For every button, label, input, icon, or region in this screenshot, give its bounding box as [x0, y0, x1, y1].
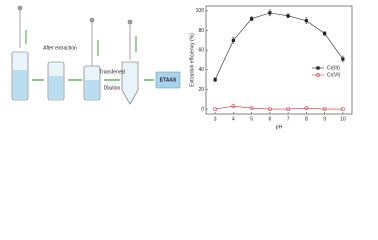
step-label: Dilution: [104, 85, 121, 91]
data-point: [213, 78, 217, 82]
data-point: [286, 14, 290, 18]
y-tick-label: 20: [198, 87, 204, 93]
cone-tube: [121, 61, 139, 105]
y-tick-label: 80: [198, 28, 204, 34]
y-axis-label: Extraction efficiency (%): [189, 33, 195, 87]
figure: After extraction Transferred Dilution ET…: [11, 5, 353, 130]
step-label: Transferred: [99, 69, 125, 75]
series-line: [214, 12, 344, 80]
x-tick-label: 5: [250, 116, 253, 122]
sample: [49, 76, 63, 99]
x-axis-label: pH: [276, 124, 283, 130]
procedure-diagram: [11, 5, 181, 105]
series-line: [215, 105, 343, 110]
sample: [13, 70, 27, 99]
etaas-box: [155, 71, 181, 89]
x-tick-label: 6: [268, 116, 271, 122]
data-point: [341, 57, 345, 61]
data-point: [286, 107, 291, 111]
sample: [85, 80, 99, 99]
data-point: [250, 17, 254, 21]
plot-frame: [205, 5, 353, 115]
data-point: [304, 106, 309, 111]
x-tick-label: 7: [287, 116, 290, 122]
data-point: [231, 104, 236, 109]
data-point: [340, 107, 345, 111]
etaas-label: ETAAS: [160, 77, 177, 83]
plunger: [127, 19, 133, 25]
x-tick-label: 4: [232, 116, 235, 122]
legend-marker: [316, 73, 320, 77]
x-tick-label: 3: [214, 116, 217, 122]
legend-marker: [316, 66, 320, 70]
data-point: [322, 107, 327, 111]
data-point: [304, 19, 308, 23]
y-tick-label: 40: [198, 67, 204, 73]
data-point: [323, 31, 327, 36]
x-tick-label: 8: [305, 116, 308, 122]
x-tick-label: 10: [340, 116, 346, 122]
x-tick-label: 9: [323, 116, 326, 122]
plunger: [17, 5, 23, 11]
data-point: [268, 11, 272, 15]
legend-label: Cr(VI): [327, 72, 341, 78]
y-tick-label: 100: [196, 8, 205, 14]
y-tick-label: 60: [198, 48, 204, 54]
plunger: [89, 17, 95, 23]
data-point: [231, 38, 235, 42]
y-tick-label: 0: [201, 106, 204, 112]
data-point: [267, 107, 272, 111]
step-label: After extraction: [43, 45, 77, 51]
legend-label: Cr(III): [327, 65, 340, 71]
data-point: [249, 106, 254, 111]
data-point: [213, 107, 218, 111]
